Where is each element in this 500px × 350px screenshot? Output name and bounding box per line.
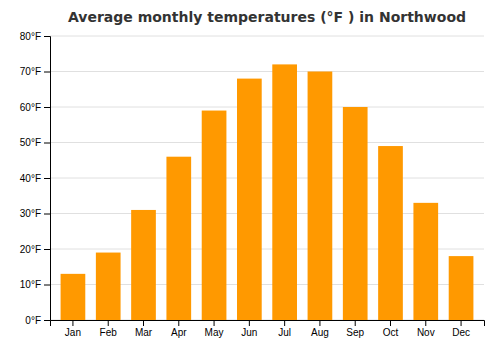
x-tick-label: Mar	[135, 327, 153, 338]
bars	[61, 64, 474, 320]
x-tick: Oct	[383, 320, 399, 338]
y-axis-line	[44, 37, 51, 321]
y-tick-label: 50°F	[20, 137, 41, 148]
y-tick: 10°F	[20, 279, 50, 290]
grid	[50, 36, 484, 320]
y-tick: 60°F	[20, 102, 50, 113]
y-axis: 0°F 10°F 20°F 30°F 40°F 50°F 60°F 70°F 80°F	[20, 31, 51, 326]
x-tick-mark	[390, 320, 391, 326]
y-tick: 50°F	[20, 137, 50, 148]
x-tick-mark	[108, 320, 109, 326]
y-tick-mark	[44, 72, 50, 73]
x-tick: Nov	[417, 320, 435, 338]
chart-svg: 0°F 10°F 20°F 30°F 40°F 50°F 60°F 70°F 80°F Jan Fe…	[0, 0, 500, 350]
bar	[61, 274, 86, 320]
x-tick-mark	[178, 320, 179, 326]
x-tick-label: Apr	[171, 327, 187, 338]
x-tick: Dec	[452, 320, 470, 338]
bar	[202, 111, 227, 320]
x-tick: May	[205, 320, 224, 338]
grid-line	[50, 142, 484, 143]
bar	[131, 210, 156, 320]
x-tick-label: Feb	[100, 327, 118, 338]
y-tick-mark	[44, 214, 50, 215]
bar	[378, 146, 403, 320]
x-tick-label: Aug	[311, 327, 329, 338]
grid-line	[50, 178, 484, 179]
x-tick: Jun	[241, 320, 257, 338]
y-tick-mark	[44, 285, 50, 286]
y-tick: 80°F	[20, 31, 50, 42]
y-tick-label: 0°F	[25, 315, 41, 326]
bar	[308, 72, 333, 321]
bar	[343, 107, 368, 320]
bar	[272, 64, 297, 320]
title: Average monthly temperatures (°F ) in No…	[68, 9, 466, 25]
y-tick: 30°F	[20, 208, 50, 219]
x-axis: Jan Feb Mar Apr May Jun Jul Aug Sep Oct Nov Dec	[51, 320, 485, 338]
x-tick: Mar	[135, 320, 153, 338]
y-tick-label: 30°F	[20, 208, 41, 219]
y-tick: 20°F	[20, 244, 50, 255]
y-tick-mark	[44, 249, 50, 250]
y-tick: 0°F	[25, 315, 50, 326]
y-tick-mark	[44, 36, 50, 37]
grid-line	[50, 36, 484, 37]
x-tick-label: Jul	[278, 327, 291, 338]
y-tick-label: 10°F	[20, 279, 41, 290]
y-tick: 70°F	[20, 66, 50, 77]
y-tick: 40°F	[20, 173, 50, 184]
x-tick: Aug	[311, 320, 329, 338]
x-tick-mark	[355, 320, 356, 326]
grid-line	[50, 71, 484, 72]
y-tick-mark	[44, 320, 50, 321]
x-tick-mark	[249, 320, 250, 326]
y-tick-label: 40°F	[20, 173, 41, 184]
plot: 0°F 10°F 20°F 30°F 40°F 50°F 60°F 70°F 80°F Jan Fe…	[20, 31, 485, 338]
x-tick-label: Sep	[346, 327, 364, 338]
x-tick-label: Dec	[452, 327, 470, 338]
x-tick-mark	[461, 320, 462, 326]
x-axis-line	[51, 321, 485, 327]
x-tick-mark	[319, 320, 320, 326]
x-tick: Sep	[346, 320, 364, 338]
x-tick-label: Jun	[241, 327, 257, 338]
x-tick-mark	[284, 320, 285, 326]
y-tick-label: 80°F	[20, 31, 41, 42]
grid-line	[50, 107, 484, 108]
y-tick-label: 20°F	[20, 244, 41, 255]
x-tick-mark	[72, 320, 73, 326]
y-tick-mark	[44, 143, 50, 144]
y-tick-label: 70°F	[20, 66, 41, 77]
x-tick: Feb	[100, 320, 118, 338]
bar	[237, 79, 262, 320]
x-tick-label: May	[205, 327, 224, 338]
bar	[96, 253, 121, 320]
x-tick: Jan	[65, 320, 81, 338]
y-tick-mark	[44, 178, 50, 179]
x-tick-label: Nov	[417, 327, 435, 338]
x-tick: Jul	[278, 320, 291, 338]
bar	[413, 203, 438, 320]
x-tick: Apr	[171, 320, 187, 338]
x-tick-mark	[425, 320, 426, 326]
x-tick-label: Oct	[383, 327, 399, 338]
bar	[166, 157, 191, 320]
x-tick-label: Jan	[65, 327, 81, 338]
bar	[449, 256, 474, 320]
y-tick-mark	[44, 107, 50, 108]
y-tick-label: 60°F	[20, 102, 41, 113]
x-tick-mark	[143, 320, 144, 326]
x-tick-mark	[214, 320, 215, 326]
